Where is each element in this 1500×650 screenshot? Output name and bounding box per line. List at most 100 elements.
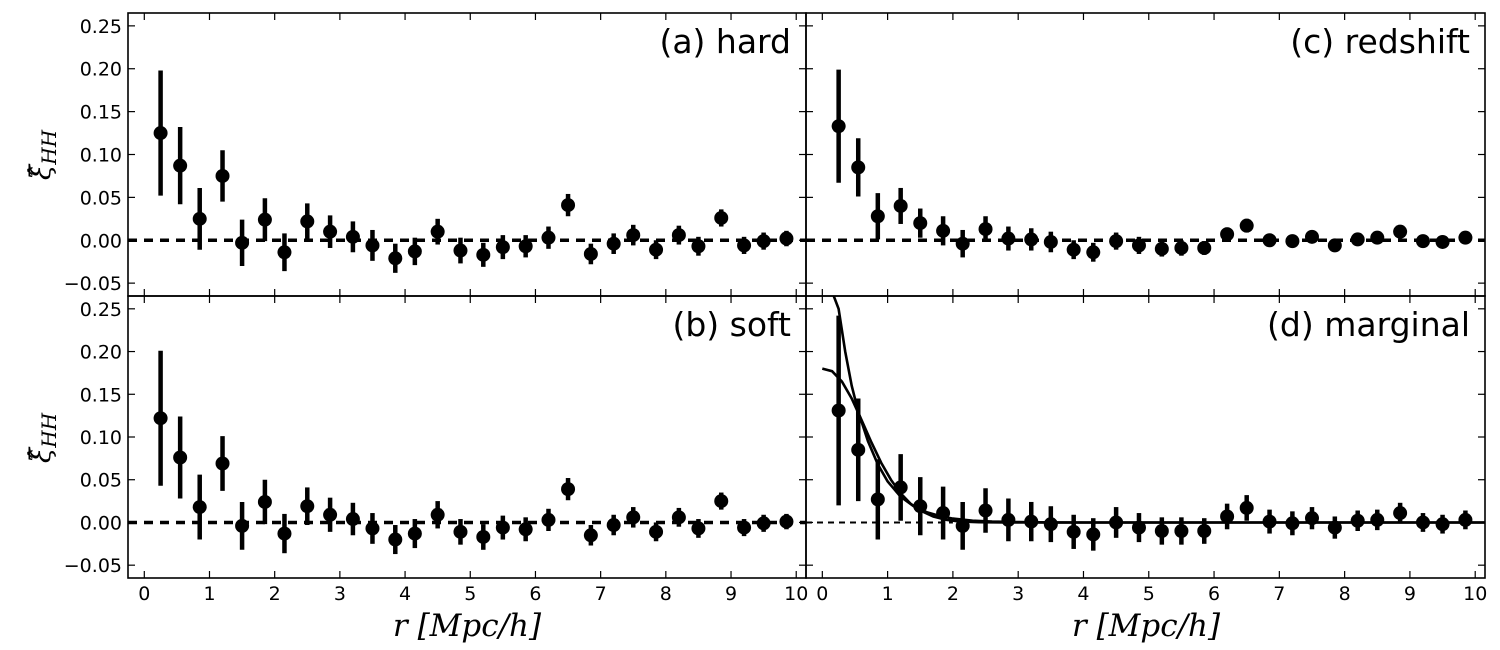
xtick-label: 0	[138, 583, 150, 605]
panel-b: −0.05 0.00 0.05 0.10 0.15 0.20 0.25 0 1 2 3 4 5 6 7 8 9 1…	[64, 295, 808, 605]
data-point	[831, 119, 846, 134]
xtick-label: 10	[1463, 583, 1487, 605]
data-point	[831, 403, 846, 418]
data-point	[300, 499, 315, 514]
data-point	[1197, 524, 1212, 538]
data-point	[870, 492, 885, 507]
data-point	[1393, 224, 1408, 239]
data-point	[737, 520, 752, 535]
ytick-label: 0.25	[80, 299, 122, 321]
xtick-label: 8	[1339, 583, 1351, 605]
data-point	[173, 158, 188, 173]
xtick-label: 10	[784, 583, 808, 605]
panel-label-b: (b) soft	[672, 305, 791, 344]
panel-label-a: (a) hard	[659, 22, 791, 61]
data-point	[1131, 520, 1146, 535]
data-point	[518, 522, 533, 537]
data-point	[955, 236, 970, 251]
data-point	[1458, 230, 1473, 245]
data-point	[1415, 515, 1430, 530]
data-point	[1131, 238, 1146, 253]
data-point	[495, 520, 510, 535]
data-point	[1350, 513, 1365, 528]
data-point	[1109, 234, 1124, 249]
plot-area-b	[128, 350, 806, 555]
data-point	[1154, 524, 1169, 538]
xtick-label: 5	[1143, 583, 1155, 605]
data-point	[583, 246, 598, 261]
data-point	[1066, 242, 1081, 257]
data-point	[1327, 520, 1342, 535]
data-point	[851, 160, 866, 175]
data-point	[913, 499, 928, 514]
data-point	[153, 126, 168, 141]
xlabel-right: r [Mpc/h]	[1072, 608, 1221, 644]
data-point	[277, 245, 292, 260]
data-point	[1174, 240, 1189, 255]
xlabel-left: r [Mpc/h]	[393, 608, 542, 644]
data-point	[561, 482, 576, 497]
ytick-label: 0.05	[80, 187, 122, 209]
data-point	[737, 238, 752, 253]
data-point	[1304, 229, 1319, 244]
xtick-label: 3	[1012, 583, 1024, 605]
data-point	[978, 503, 993, 518]
data-point	[192, 211, 207, 226]
data-point	[978, 222, 993, 237]
data-point	[955, 518, 970, 533]
data-point	[583, 528, 598, 543]
data-point	[1262, 233, 1277, 248]
ytick-label: 0.10	[80, 145, 122, 167]
data-point	[1239, 500, 1254, 515]
data-point	[453, 524, 468, 539]
data-point	[1024, 514, 1039, 529]
data-point	[495, 240, 510, 255]
ylabel-top: ξ̂HH	[24, 129, 61, 180]
data-point	[649, 524, 664, 539]
ytick-label: 0.00	[80, 512, 122, 534]
plot-area-c	[806, 69, 1485, 262]
data-point	[153, 411, 168, 426]
ytick-label: 0.15	[80, 384, 122, 406]
data-point	[870, 209, 885, 224]
xtick-label: 1	[882, 583, 894, 605]
data-point	[407, 244, 422, 259]
data-point	[779, 231, 794, 246]
xtick-label: 4	[399, 583, 411, 605]
data-point	[1239, 218, 1254, 233]
data-point	[345, 229, 360, 244]
panel-label-d: (d) marginal	[1267, 305, 1470, 344]
xtick-label: 7	[1273, 583, 1285, 605]
ytick-label: 0.20	[80, 342, 122, 364]
data-point	[1197, 240, 1212, 255]
data-point	[1370, 512, 1385, 527]
data-point	[626, 228, 641, 243]
data-point	[323, 224, 338, 239]
data-point	[407, 526, 422, 541]
data-point	[476, 247, 491, 262]
data-point	[714, 494, 729, 509]
data-point	[1043, 234, 1058, 249]
data-point	[1109, 515, 1124, 530]
data-point	[1393, 506, 1408, 521]
data-point	[1043, 517, 1058, 532]
data-point	[1285, 516, 1300, 531]
data-point	[192, 500, 207, 515]
data-point	[1174, 524, 1189, 538]
xtick-label: 9	[725, 583, 737, 605]
data-point	[215, 456, 230, 471]
panel-d: 0 1 2 3 4 5 6 7 8 9 10 (d) marginal	[805, 295, 1487, 605]
data-point	[365, 238, 380, 253]
ytick-label: 0.15	[80, 102, 122, 124]
xtick-label: 7	[595, 583, 607, 605]
panel-label-c: (c) redshift	[1290, 22, 1470, 61]
data-point	[323, 507, 338, 522]
xtick-label: 1	[203, 583, 215, 605]
data-point	[257, 212, 272, 227]
data-point	[936, 223, 951, 238]
ytick-label: −0.05	[64, 273, 122, 295]
data-point	[626, 510, 641, 525]
data-point	[541, 230, 556, 245]
plot-area-d	[806, 296, 1485, 551]
